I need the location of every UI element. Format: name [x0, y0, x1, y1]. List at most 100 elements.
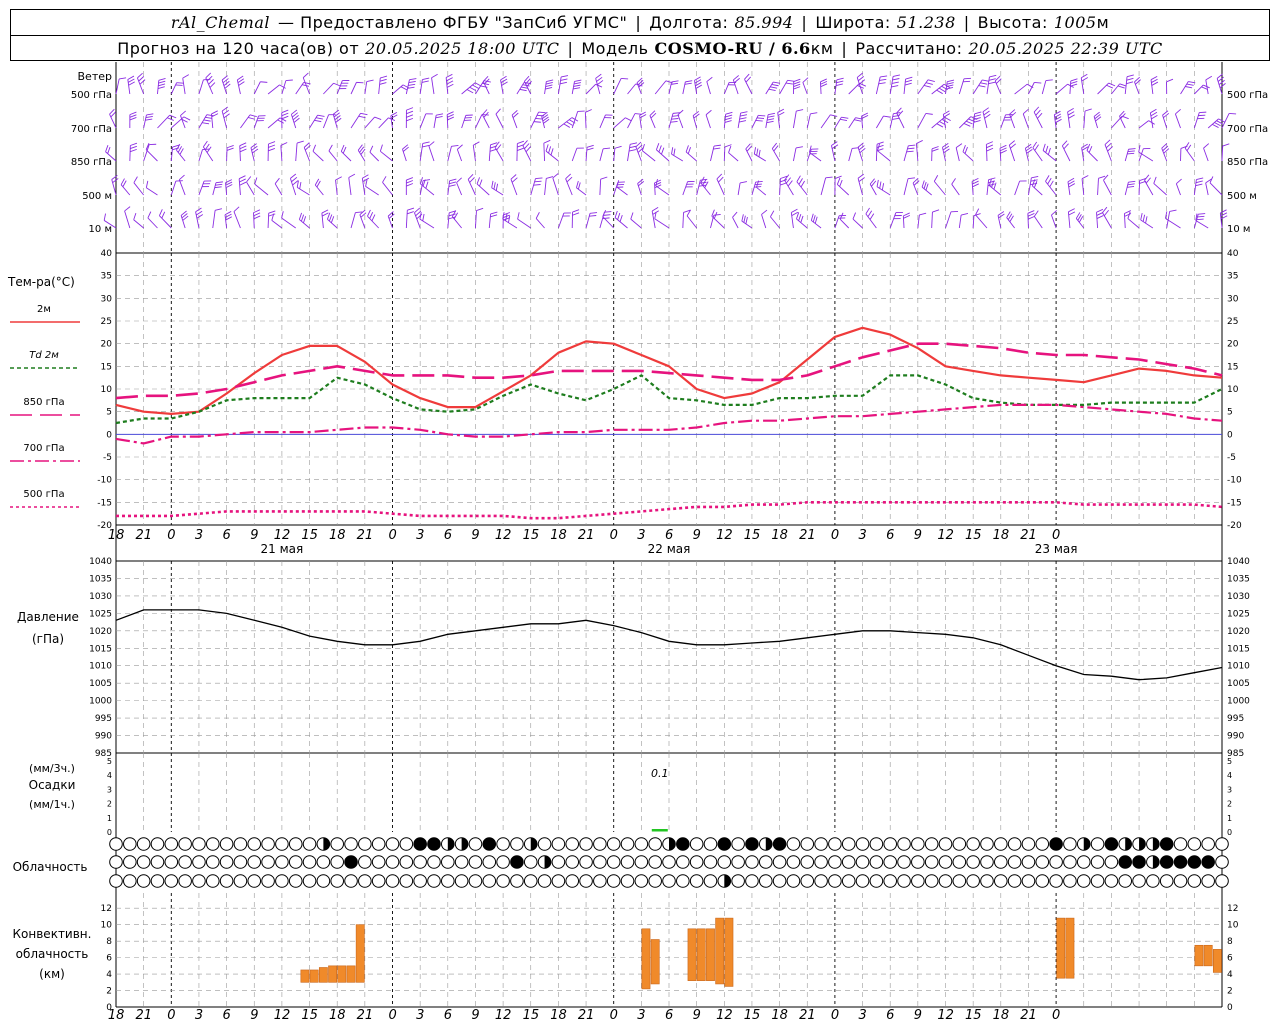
wind-barb-flag [1150, 111, 1158, 117]
wind-barb-flag [753, 147, 757, 155]
mid-time-tick: 18 [993, 528, 1010, 543]
wind-barb-flag [446, 77, 453, 82]
wind-barb-flag [292, 180, 299, 186]
cloud-cell [1021, 855, 1036, 869]
wind-barb-flag [692, 111, 699, 116]
wind-level-left-2: 850 гПа [71, 157, 112, 168]
temp-tick-right: 30 [1227, 294, 1239, 304]
wind-barb-flag [535, 177, 543, 180]
wind-barb-flag [457, 144, 463, 150]
cloud-cell [966, 874, 980, 888]
wind-barb [1184, 147, 1195, 162]
wind-barb-flag [603, 147, 611, 150]
wind-barb [656, 149, 670, 162]
cloud-cell [994, 874, 1008, 888]
wind-barb-flag [706, 76, 713, 82]
wind-barb-flag [422, 141, 430, 144]
wind-barb [972, 215, 975, 229]
wind-barb-flag [636, 144, 643, 150]
wind-barb-flag [1217, 76, 1224, 82]
cloud-cell [731, 874, 745, 888]
conv-tick-left: 12 [101, 904, 112, 914]
wind-barb [834, 116, 842, 129]
press-tick-left: 995 [95, 714, 112, 724]
cloud-cell [537, 874, 552, 888]
wind-barb-flag [1126, 74, 1134, 78]
wind-barb-flag [955, 143, 963, 148]
wind-barb-flag [172, 144, 180, 148]
wind-barb-flag [158, 209, 163, 216]
wind-barb-flag [946, 84, 954, 88]
cloud-cell [869, 837, 884, 851]
press-series [115, 609, 1223, 681]
conv-bar-4 [337, 965, 347, 983]
wind-barb [875, 115, 884, 129]
wind-barb [246, 181, 255, 196]
altitude-value: 1005 [1053, 13, 1097, 32]
wind-barb [157, 80, 160, 95]
wind-barb [364, 116, 375, 129]
wind-barb [779, 80, 788, 95]
cloud-cell [178, 874, 192, 888]
wind-barb-flag [942, 143, 949, 148]
wind-barb-flag [543, 118, 550, 124]
bottom-time-tick: 21 [357, 1008, 374, 1023]
wind-barb [630, 218, 642, 229]
cloud-cell [1215, 855, 1229, 869]
wind-barb-flag [268, 213, 276, 217]
wind-barb-flag [419, 177, 423, 185]
wind-barb [103, 220, 117, 229]
cloud-cell [330, 874, 345, 888]
wind-barb [481, 114, 490, 129]
cloud-cell [579, 855, 593, 869]
mid-time-tick: 3 [859, 528, 867, 543]
cloud-cell [164, 874, 179, 888]
wind-barb [281, 80, 287, 95]
wind-barb [723, 146, 726, 162]
wind-barb-flag [517, 147, 524, 151]
cloud-cell [233, 874, 248, 888]
precip-tick-left: 1 [107, 814, 112, 823]
wind-barb-flag [221, 75, 228, 81]
wind-barb-flag [876, 179, 879, 187]
wind-barb [599, 179, 602, 196]
wind-barb-flag [127, 75, 135, 80]
wind-barb-flag [510, 174, 517, 180]
mid-time-tick: 3 [637, 528, 645, 543]
conv-bar-2 [318, 967, 328, 983]
wind-barb-flag [1067, 177, 1075, 183]
wind-barb-flag [1025, 143, 1032, 149]
cloud-cell [1173, 874, 1188, 888]
cloud-cell [938, 837, 953, 851]
wind-barb-flag [685, 145, 689, 153]
wind-barb-flag [249, 114, 257, 118]
press-tick-right: 1030 [1227, 592, 1250, 602]
wind-barb-flag [1144, 174, 1150, 181]
wind-barb-flag [1120, 113, 1126, 119]
wind-barb-flag [179, 174, 185, 181]
wind-barb-flag [133, 212, 137, 220]
cloud-cell-half [669, 837, 676, 851]
wind-barb [1123, 213, 1126, 229]
wind-barb [428, 145, 435, 162]
cloud-cell [897, 874, 911, 888]
cloud-cell-fill [1160, 837, 1173, 851]
bottom-time-tick: 3 [416, 1008, 424, 1023]
wind-barb-flag [369, 145, 374, 153]
wind-barb-flag [802, 77, 809, 83]
wind-barb [1194, 84, 1204, 95]
wind-barb-flag [877, 143, 880, 151]
wind-barb-flag [390, 112, 398, 117]
wind-barb-flag [739, 181, 748, 184]
wind-barb-flag [988, 81, 996, 85]
bottom-time-tick: 12 [274, 1008, 291, 1023]
wind-barb-flag [936, 123, 944, 128]
conv-bar-12 [715, 917, 725, 985]
wind-level-left-3: 500 м [82, 191, 112, 202]
wind-barb-flag [903, 214, 911, 219]
wind-barb [852, 218, 863, 229]
conv-tick-left: 8 [106, 937, 112, 947]
cloud-cell-fill [1201, 855, 1215, 869]
wind-barb-flag [205, 72, 212, 79]
